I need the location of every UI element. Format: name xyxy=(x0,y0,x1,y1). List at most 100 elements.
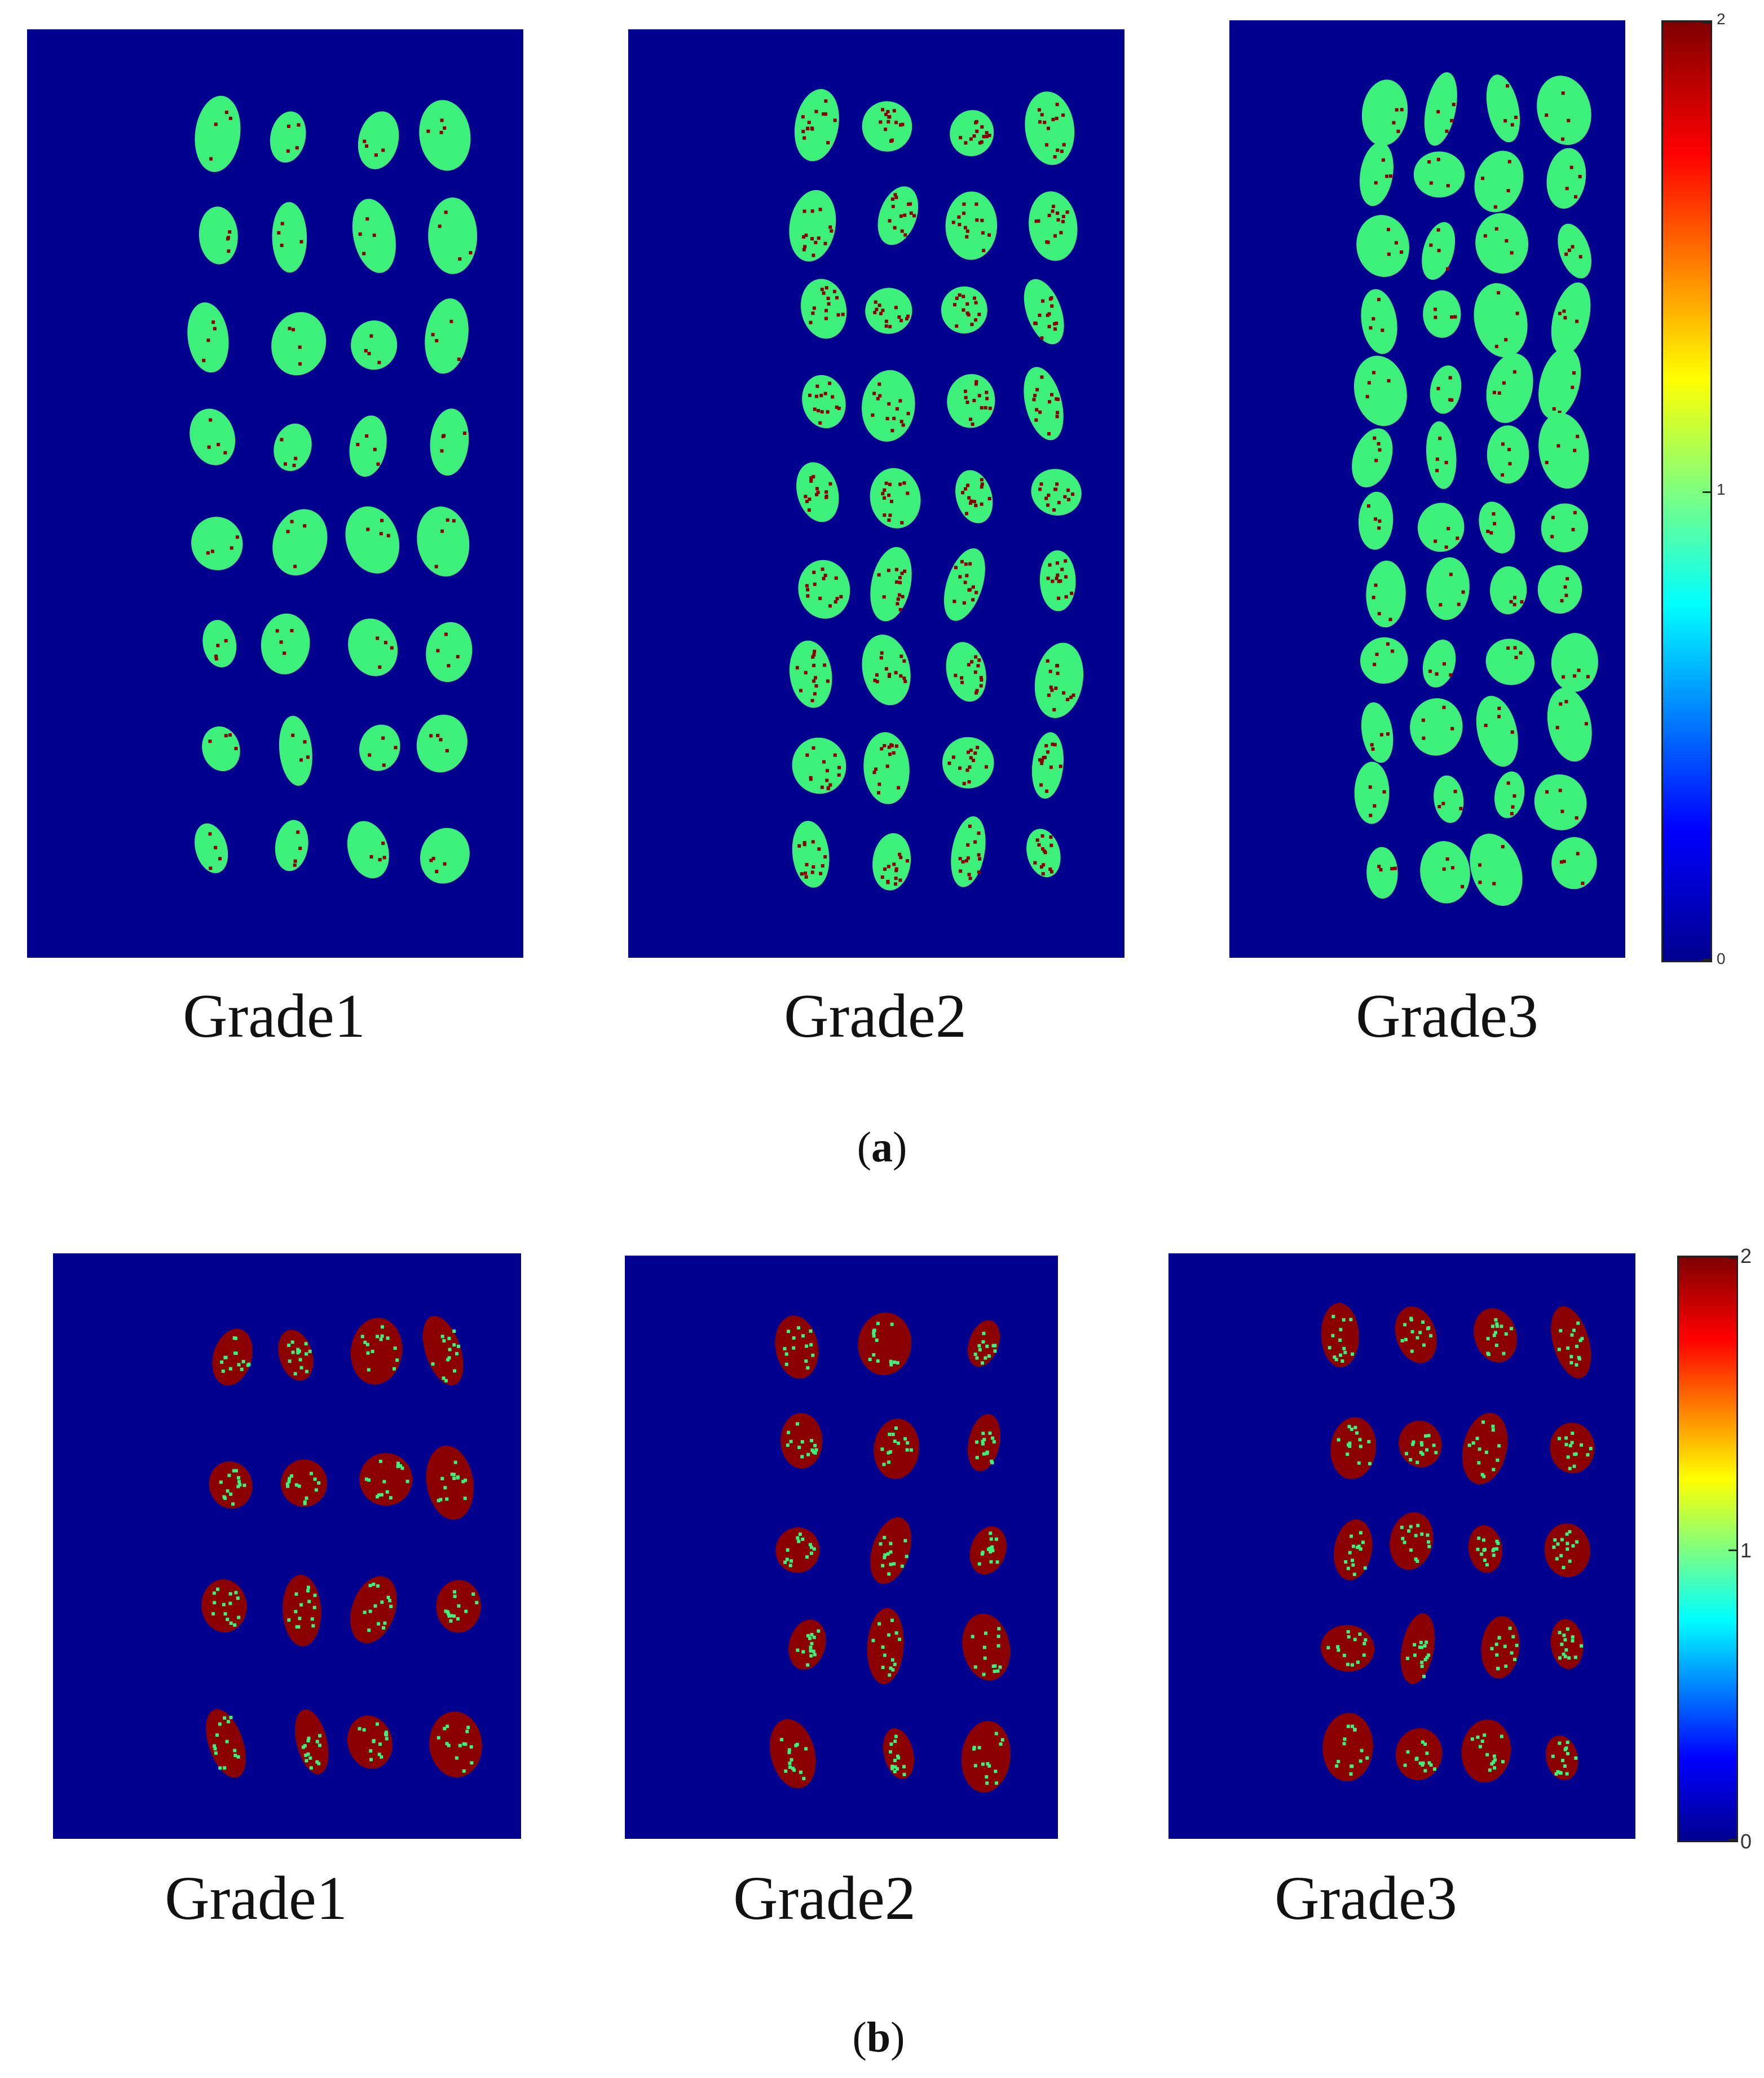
grain-speckle xyxy=(901,595,905,598)
grain-speckle xyxy=(1486,530,1490,534)
grain xyxy=(272,509,328,576)
grain-speckle xyxy=(887,402,891,406)
panel-a-grade2 xyxy=(628,29,1124,958)
grain-speckle xyxy=(896,1767,899,1771)
grain-speckle xyxy=(1435,469,1439,473)
grain-speckle xyxy=(1421,1320,1425,1324)
grain-speckle xyxy=(299,758,303,762)
grain-speckle xyxy=(1571,1432,1575,1436)
grain-speckle xyxy=(1563,585,1567,589)
grain xyxy=(1334,1519,1373,1580)
grain-speckle xyxy=(1492,1547,1496,1551)
grain-speckle xyxy=(1055,576,1059,580)
grain-speckle xyxy=(305,1370,308,1373)
grain xyxy=(1551,633,1598,692)
grain-speckle xyxy=(1371,747,1375,751)
grain-speckle xyxy=(804,1344,808,1348)
grain-speckle xyxy=(369,1749,373,1753)
grain-speckle xyxy=(828,482,832,486)
grain-speckle xyxy=(1385,174,1389,178)
grain-speckle xyxy=(1371,317,1375,321)
grain-speckle xyxy=(955,324,959,328)
grain-speckle xyxy=(964,512,968,516)
grain-speckle xyxy=(1558,789,1562,793)
grain-speckle xyxy=(891,205,895,209)
grain-speckle xyxy=(994,1781,998,1785)
grain-speckle xyxy=(1067,498,1071,501)
grain xyxy=(775,1527,820,1573)
grain-speckle xyxy=(1493,522,1497,526)
grain xyxy=(961,1721,1011,1793)
grain xyxy=(280,1459,328,1507)
grain-speckle xyxy=(293,863,297,867)
grain xyxy=(792,737,846,794)
grain-speckle xyxy=(796,1648,800,1652)
grain-speckle xyxy=(985,131,989,135)
grain-speckle xyxy=(1049,685,1053,689)
grain-speckle xyxy=(431,856,435,860)
grain-speckle xyxy=(378,1742,382,1746)
grain-speckle xyxy=(885,764,889,768)
grain-speckle xyxy=(962,294,965,298)
grain-speckle xyxy=(213,1747,217,1751)
grain-speckle xyxy=(812,865,815,869)
grain xyxy=(1479,501,1515,553)
grain xyxy=(1434,775,1464,823)
grain-speckle xyxy=(1055,397,1059,401)
grain-speckle xyxy=(898,878,902,882)
grain-speckle xyxy=(1570,1441,1574,1445)
grain xyxy=(359,724,400,771)
grain-speckle xyxy=(1503,119,1507,123)
grain xyxy=(942,737,994,789)
grain-speckle xyxy=(1356,1660,1360,1664)
grain-speckle xyxy=(447,1744,451,1747)
grain-speckle xyxy=(380,1755,383,1759)
grain-speckle xyxy=(889,499,893,503)
grain-speckle xyxy=(897,1441,901,1445)
grain-speckle xyxy=(1392,121,1396,125)
grain-speckle xyxy=(1364,1638,1368,1642)
grain-speckle xyxy=(1568,1559,1572,1563)
grain xyxy=(1486,74,1520,143)
grain-speckle xyxy=(969,749,973,752)
grain-speckle xyxy=(298,362,302,366)
grain-speckle xyxy=(893,1439,897,1443)
grain-speckle xyxy=(905,1448,909,1452)
grain-speckle xyxy=(890,744,894,748)
grain-speckle xyxy=(1062,143,1066,147)
grain xyxy=(275,820,308,871)
grain-speckle xyxy=(808,1543,812,1547)
grain-speckle xyxy=(369,1758,373,1762)
grain-speckle xyxy=(1559,1553,1563,1557)
grain-speckle xyxy=(298,1358,302,1362)
grain-speckle xyxy=(214,657,218,661)
grain-speckle xyxy=(1427,1434,1431,1438)
grain-speckle xyxy=(298,1617,302,1621)
grain-speckle xyxy=(1387,252,1391,256)
grain-speckle xyxy=(1413,1643,1417,1646)
grain-speckle xyxy=(1506,781,1510,785)
grain-speckle xyxy=(888,1673,892,1677)
grain-speckle xyxy=(868,1358,872,1362)
grain-speckle xyxy=(475,1601,479,1605)
grain-speckle xyxy=(396,1464,400,1468)
grain-speckle xyxy=(1049,765,1053,769)
grain-speckle xyxy=(810,209,814,213)
grain-speckle xyxy=(804,234,808,237)
grain-speckle xyxy=(804,875,808,879)
grain-speckle xyxy=(830,229,834,233)
grain-speckle xyxy=(290,520,294,523)
grain-speckle xyxy=(810,127,814,131)
grain-speckle xyxy=(439,1498,443,1502)
grain-speckle xyxy=(974,591,978,595)
grain-speckle xyxy=(1504,1332,1508,1336)
grain-speckle xyxy=(1355,1431,1359,1435)
grain-speckle xyxy=(877,573,881,577)
grain-speckle xyxy=(973,1764,977,1768)
grain-speckle xyxy=(887,674,891,678)
grain-speckle xyxy=(295,1625,299,1629)
grain-speckle xyxy=(304,1342,308,1346)
grain-speckle xyxy=(883,1553,887,1557)
grain-speckle xyxy=(442,1376,446,1380)
grain-speckle xyxy=(885,417,889,421)
